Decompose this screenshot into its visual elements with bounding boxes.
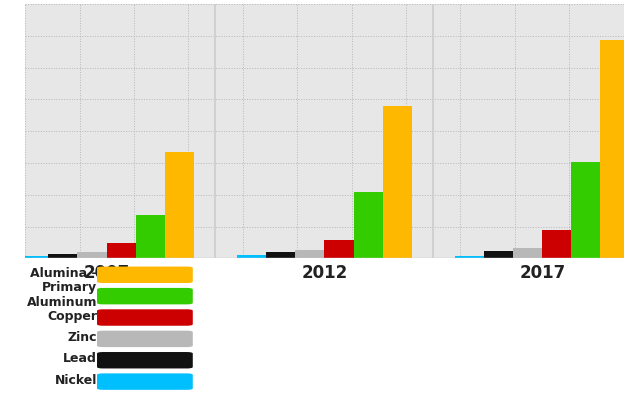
Bar — [542, 230, 571, 258]
Text: Primary
Aluminum: Primary Aluminum — [26, 281, 97, 309]
Bar — [353, 192, 382, 258]
FancyBboxPatch shape — [97, 288, 193, 304]
Bar — [0, 4, 215, 258]
FancyBboxPatch shape — [97, 373, 193, 390]
Text: Nickel: Nickel — [55, 374, 97, 386]
Bar — [571, 162, 600, 258]
Bar — [106, 243, 135, 258]
Bar — [215, 4, 433, 258]
Bar — [49, 254, 77, 258]
Bar — [324, 239, 353, 258]
Bar — [433, 4, 630, 258]
FancyBboxPatch shape — [97, 267, 193, 283]
Text: Alumina -: Alumina - — [30, 267, 97, 280]
Bar — [77, 252, 106, 258]
FancyBboxPatch shape — [97, 309, 193, 326]
Bar — [484, 251, 513, 258]
Bar — [295, 250, 324, 258]
Bar — [382, 106, 411, 258]
Bar — [164, 152, 193, 258]
Bar — [600, 40, 629, 258]
Text: Copper: Copper — [47, 309, 97, 323]
Bar — [513, 248, 542, 258]
Bar — [455, 256, 484, 258]
Bar — [135, 215, 164, 258]
Bar — [20, 256, 49, 258]
Bar — [238, 255, 266, 258]
FancyBboxPatch shape — [97, 352, 193, 368]
Text: Lead: Lead — [63, 352, 97, 365]
FancyBboxPatch shape — [97, 331, 193, 347]
Bar — [266, 252, 295, 258]
Text: Zinc: Zinc — [67, 331, 97, 344]
